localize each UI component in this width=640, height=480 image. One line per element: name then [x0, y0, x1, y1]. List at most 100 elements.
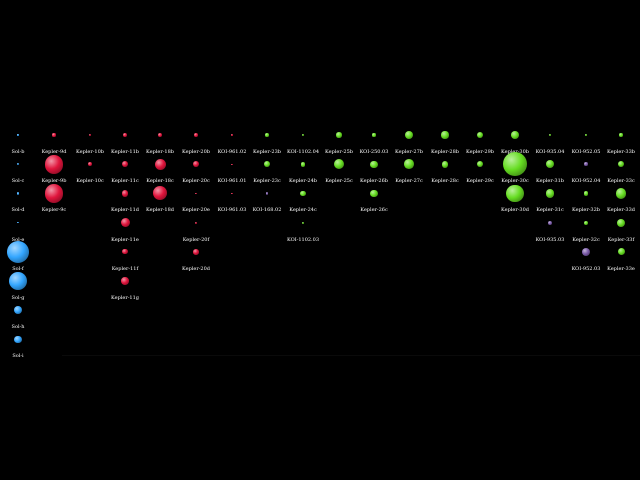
planet-koi-961-03	[231, 192, 233, 194]
planet-koi-935-03	[548, 220, 552, 225]
planet-label-kepler-20b: Kepler-20b	[182, 149, 210, 155]
planet-label-kepler-33b: Kepler-33b	[607, 149, 635, 155]
planet-label-kepler-20f: Kepler-20f	[182, 236, 210, 243]
planet-label-sol-g: Sol-g	[11, 295, 25, 301]
planet-label-kepler-33f: Kepler-33f	[607, 236, 635, 243]
planet-kepler-9b	[44, 154, 64, 174]
planet-label-kepler-33d: Kepler-33d	[607, 207, 635, 214]
planet-kepler-11b	[123, 133, 127, 137]
planet-label-kepler-20c: Kepler-20c	[182, 178, 210, 185]
planet-label-kepler-20e: Kepler-20e	[182, 207, 210, 214]
planet-kepler-11c	[121, 161, 129, 168]
planet-kepler-29b	[476, 131, 484, 139]
planet-label-sol-h: Sol-h	[11, 324, 25, 331]
planet-kepler-27c	[404, 159, 414, 170]
planet-label-kepler-18c: Kepler-18c	[146, 178, 174, 185]
planet-label-kepler-20d: Kepler-20d	[182, 265, 210, 272]
baseline-divider	[62, 355, 640, 356]
planet-kepler-29c	[476, 161, 484, 168]
planet-label-koi-935-03: KOI-935.03	[535, 236, 565, 243]
planet-sol-d	[16, 192, 20, 195]
planet-label-kepler-10c: Kepler-10c	[76, 178, 104, 185]
planet-kepler-18b	[158, 133, 162, 137]
planet-kepler-23c	[263, 161, 271, 168]
planet-kepler-10b	[88, 133, 92, 137]
planet-kepler-25c	[333, 159, 345, 170]
planet-label-kepler-10b: Kepler-10b	[76, 149, 104, 155]
planet-label-koi-952-05: KOI-952.05	[571, 149, 601, 155]
planet-koi-935-04	[549, 134, 551, 136]
planet-label-kepler-26c: Kepler-26c	[360, 207, 388, 214]
planet-kepler-32c	[584, 220, 588, 225]
planet-kepler-20b	[194, 133, 198, 137]
planet-sol-i	[14, 335, 22, 344]
planet-label-kepler-27b: Kepler-27b	[395, 149, 423, 155]
planet-koi-952-05	[585, 134, 587, 136]
planet-kepler-24c	[300, 190, 306, 197]
planet-kepler-31c	[545, 189, 555, 198]
planet-sol-g	[8, 271, 28, 291]
planet-kepler-11d	[121, 190, 129, 197]
planet-label-sol-i: Sol-i	[12, 353, 24, 360]
planet-kepler-23b	[265, 133, 269, 137]
planet-kepler-28b	[441, 131, 449, 139]
planet-label-kepler-25c: Kepler-25c	[325, 178, 353, 185]
planet-kepler-26b	[370, 160, 378, 168]
planet-label-kepler-26b: Kepler-26b	[360, 178, 388, 185]
planet-label-kepler-11b: Kepler-11b	[111, 149, 139, 155]
planet-label-kepler-11c: Kepler-11c	[111, 178, 139, 185]
planet-kepler-25b	[336, 132, 342, 138]
planet-label-kepler-27c: Kepler-27c	[395, 178, 423, 185]
planet-kepler-33e	[617, 248, 625, 256]
planet-label-kepler-18b: Kepler-18b	[146, 149, 174, 155]
planet-kepler-30d	[506, 184, 524, 203]
planet-label-kepler-9b: Kepler-9b	[41, 178, 67, 185]
planet-label-kepler-29b: Kepler-29b	[466, 149, 494, 155]
planet-sol-c	[16, 163, 20, 166]
planet-kepler-11f	[122, 249, 128, 255]
planet-kepler-20f	[195, 221, 197, 224]
planet-koi-961-02	[231, 134, 233, 136]
planet-kepler-33f	[617, 218, 625, 227]
planet-label-kepler-11d: Kepler-11d	[111, 207, 139, 214]
planet-kepler-26c	[370, 189, 378, 197]
planet-label-koi-961-02: KOI-961.02	[217, 149, 247, 155]
planet-label-kepler-32b: Kepler-32b	[572, 207, 600, 214]
planet-kepler-9d	[52, 133, 56, 137]
planet-sol-b	[17, 134, 19, 136]
planet-label-kepler-28b: Kepler-28b	[431, 149, 459, 155]
planet-label-kepler-24b: Kepler-24b	[289, 178, 317, 185]
planet-label-sol-e: Sol-e	[11, 236, 25, 243]
planet-kepler-20d	[193, 249, 199, 255]
planet-label-koi-168-02: KOI-168.02	[252, 207, 282, 214]
planet-label-kepler-11f: Kepler-11f	[111, 265, 139, 272]
planet-kepler-20e	[195, 192, 197, 195]
planet-label-koi-935-04: KOI-935.04	[535, 149, 565, 155]
planet-label-kepler-9c: Kepler-9c	[41, 207, 67, 214]
planet-label-koi-952-04: KOI-952.04	[571, 178, 601, 185]
planet-kepler-18d	[153, 186, 167, 201]
planet-kepler-33d	[615, 188, 627, 199]
planet-label-kepler-18d: Kepler-18d	[146, 207, 174, 214]
planet-label-kepler-24c: Kepler-24c	[289, 207, 317, 214]
planet-koi-168-02	[265, 192, 269, 195]
planet-kepler-33b	[619, 133, 623, 137]
planet-label-koi-952-03: KOI-952.03	[571, 265, 601, 272]
planet-label-kepler-33e: Kepler-33e	[607, 265, 635, 272]
planet-koi-1102-03	[301, 221, 305, 224]
planet-kepler-18c	[154, 158, 166, 170]
planet-label-sol-f: Sol-f	[12, 265, 24, 272]
planet-label-kepler-29c: Kepler-29c	[466, 178, 494, 185]
planet-koi-952-03	[582, 247, 590, 256]
planet-label-kepler-30c: Kepler-30c	[501, 178, 529, 185]
planet-koi-250-03	[372, 133, 376, 137]
planet-label-kepler-25b: Kepler-25b	[325, 149, 353, 155]
planet-kepler-24b	[300, 161, 306, 167]
planet-label-kepler-23b: Kepler-23b	[253, 149, 281, 155]
planet-kepler-9c	[44, 184, 64, 203]
planet-label-kepler-32c: Kepler-32c	[572, 236, 600, 243]
planet-label-kepler-11e: Kepler-11e	[111, 236, 139, 243]
planet-kepler-11g	[121, 277, 129, 285]
planet-label-kepler-23c: Kepler-23c	[253, 178, 281, 185]
